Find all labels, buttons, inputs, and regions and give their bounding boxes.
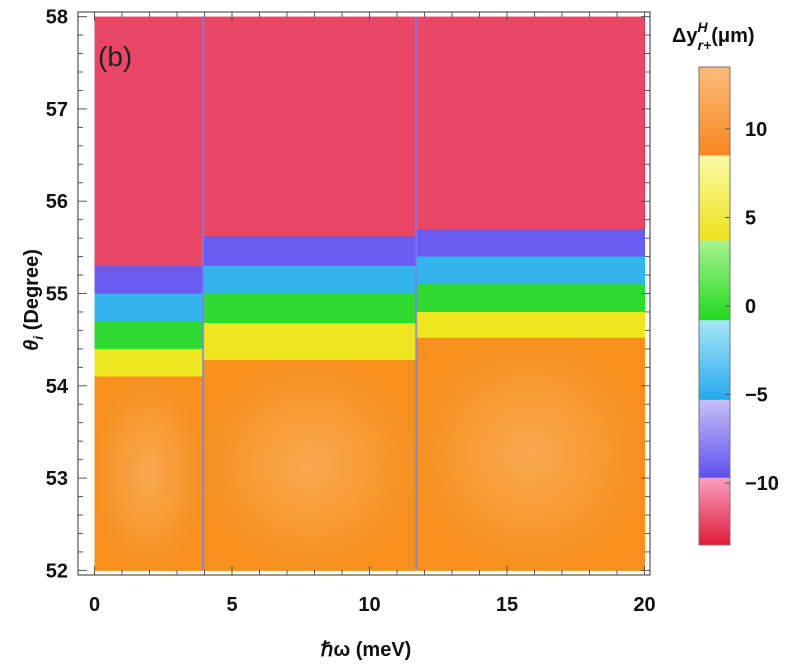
colorbar-title-sub: r+ [698,37,712,53]
heatmap-band-r1-b2 [203,265,417,294]
x-axis-ticks: 0 5 10 15 20 [89,12,656,616]
heatmap-band-r0-b2 [94,293,204,322]
x-tick-label: 5 [226,594,237,616]
heatmap-band-r0-b1 [94,265,204,294]
colorbar-tick-label: −5 [745,385,768,407]
colorbar-band [699,155,730,241]
colorbar-tick-label: −10 [745,473,779,495]
colorbar-title: ΔyH r+(μm) [672,19,755,53]
heatmap-tint-top-2 [416,16,645,229]
colorbar-title-sup: H [698,19,709,35]
y-tick-label: 53 [46,468,68,490]
heatmap-band-r0-b3 [94,321,204,350]
colorbar-ticks: 10 5 0 −5 −10 [725,119,779,495]
colorbar [698,66,731,546]
heatmap-tint-top-0 [94,16,204,266]
x-axis-label: ℏω (meV) [321,639,412,661]
y-axis-label-sub: i [30,335,46,340]
heatmap-band-r2-b3 [416,284,645,313]
heatmap-band-r1-b4 [203,323,417,361]
y-axis-label-rest: (Degree) [21,249,43,336]
heatmap-glow-bottom-2 [416,337,645,571]
heatmap-glow-bottom-0 [94,376,204,571]
panel-label: (b) [98,41,132,72]
heatmap-band-r0-b4 [94,348,204,378]
y-tick-label: 57 [46,99,68,121]
y-tick-label: 55 [46,284,68,306]
colorbar-band [699,399,730,479]
colorbar-band [699,477,730,546]
heatmap-band-r0-b0 [94,16,204,267]
y-axis-label-main: θ [21,340,43,351]
colorbar-tick-label: 10 [745,119,767,141]
y-tick-label: 56 [46,191,68,213]
resonance-lines [202,16,418,571]
colorbar-title-main: Δy [672,25,698,47]
heatmap-tint-top-1 [203,16,417,237]
colorbar-tick-label: 0 [745,296,756,318]
heatmap-band-r2-b0 [416,16,645,230]
colorbar-band [699,320,730,401]
y-tick-label: 58 [46,7,68,29]
heatmap-band-r2-b4 [416,311,645,339]
heatmap-band-r2-b2 [416,256,645,285]
heatmap-glow-bottom-1 [203,359,417,571]
y-axis-ticks: 52 53 54 55 56 57 58 [46,7,650,582]
heatmap-bands [94,16,645,571]
y-tick-label: 52 [46,560,68,582]
y-tick-label: 54 [46,376,69,398]
x-tick-label: 0 [89,594,100,616]
x-tick-label: 15 [496,594,518,616]
heatmap-band-r1-b3 [203,293,417,324]
colorbar-band [699,67,730,157]
heatmap-band-r2-b1 [416,228,645,258]
colorbar-band [699,240,730,321]
heatmap-band-r1-b1 [203,236,417,267]
colorbar-title-unit: (μm) [711,25,754,47]
x-tick-label: 10 [358,594,380,616]
colorbar-tick-label: 5 [745,207,756,229]
y-axis-label: θi (Degree) [21,249,46,351]
x-tick-label: 20 [633,594,655,616]
heatmap-band-r1-b0 [203,16,417,237]
